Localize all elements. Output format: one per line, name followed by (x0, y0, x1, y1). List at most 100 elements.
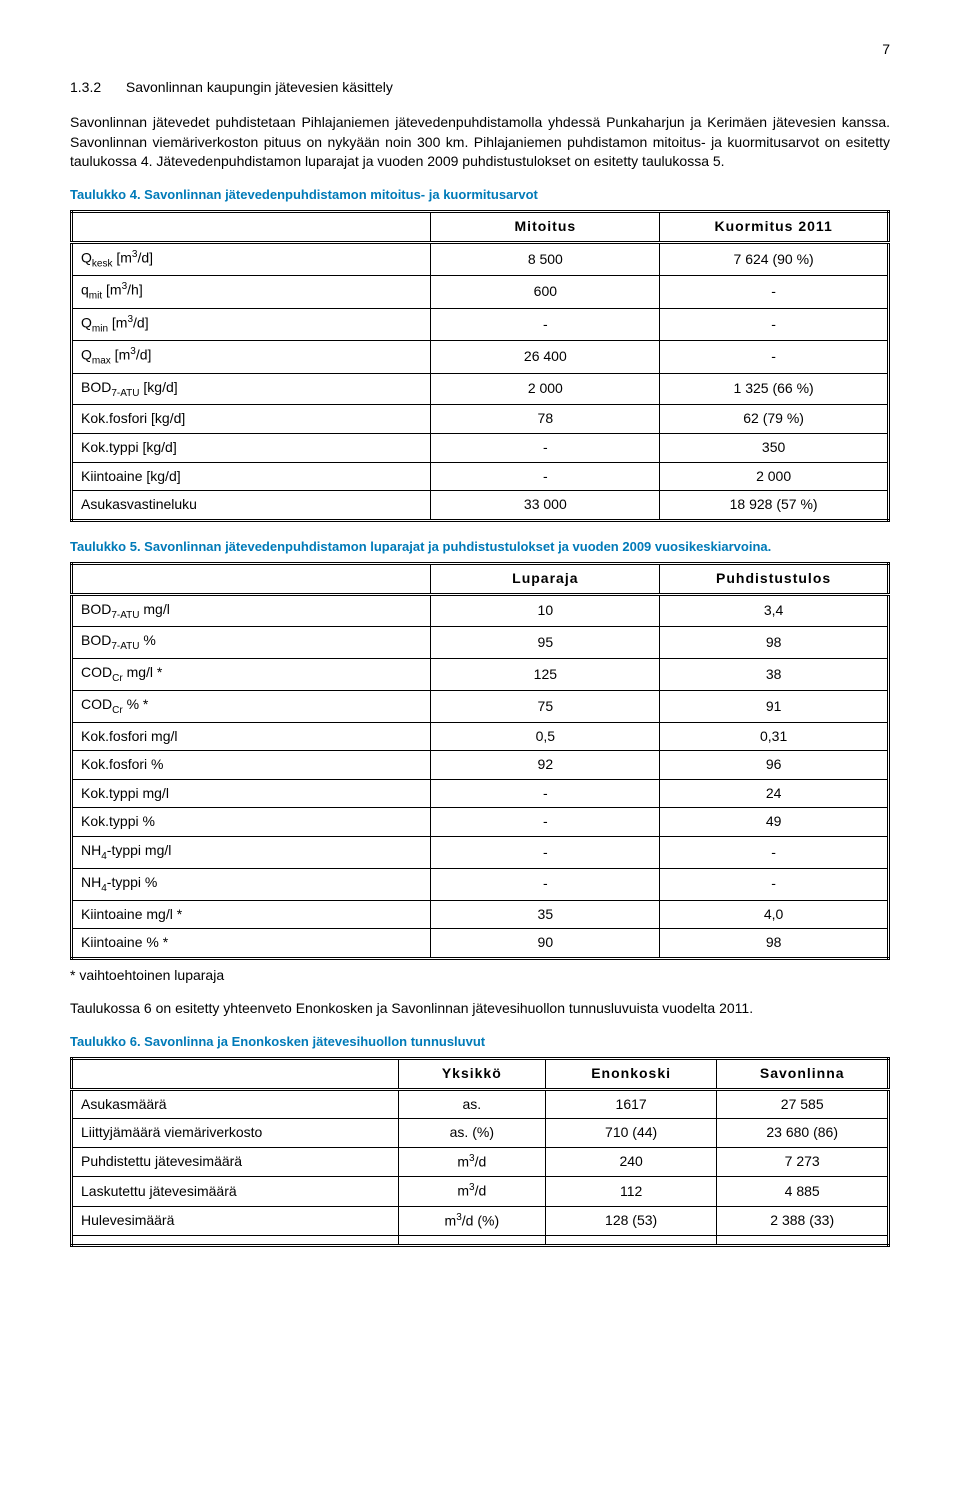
table4-cell-label: Qmax [m3/d] (72, 341, 431, 373)
table5-header-empty (72, 563, 431, 594)
table-row: BOD7-ATU %9598 (72, 627, 889, 659)
table4-cell-v2: 62 (79 %) (660, 405, 889, 434)
table-row: Kok.fosfori mg/l0,50,31 (72, 722, 889, 751)
table-row: Puhdistettu jätevesimääräm3/d2407 273 (72, 1148, 889, 1177)
table6-cell-v1 (545, 1235, 717, 1245)
table4-cell-v2: - (660, 276, 889, 308)
table5-cell-v2: - (660, 868, 889, 900)
table5-cell-label: BOD7-ATU mg/l (72, 594, 431, 627)
table6-cell-unit: m3/d (398, 1148, 545, 1177)
table4-cell-label: Kok.fosfori [kg/d] (72, 405, 431, 434)
table6-cell-v1: 1617 (545, 1089, 717, 1119)
table5-cell-label: Kok.fosfori % (72, 751, 431, 780)
table-row: Kok.typpi mg/l-24 (72, 779, 889, 808)
table5-cell-v2: 24 (660, 779, 889, 808)
table5-cell-v1: - (431, 808, 660, 837)
table-row: NH4-typpi %-- (72, 868, 889, 900)
table-row: NH4-typpi mg/l-- (72, 837, 889, 869)
table4-cell-v1: 78 (431, 405, 660, 434)
table4-cell-v1: 33 000 (431, 491, 660, 521)
table6-header-empty (72, 1059, 399, 1090)
table5-caption: Taulukko 5. Savonlinnan jätevedenpuhdist… (70, 538, 890, 556)
table6-header-yksikko: Yksikkö (398, 1059, 545, 1090)
table5-footnote: * vaihtoehtoinen luparaja (70, 966, 890, 986)
table5-header-luparaja: Luparaja (431, 563, 660, 594)
table6-cell-v2 (717, 1235, 889, 1245)
table5-cell-v2: - (660, 837, 889, 869)
table5-cell-v1: 35 (431, 900, 660, 929)
table-row: Hulevesimääräm3/d (%)128 (53)2 388 (33) (72, 1206, 889, 1235)
table4-cell-v2: 2 000 (660, 462, 889, 491)
table6-cell-label: Laskutettu jätevesimäärä (72, 1177, 399, 1206)
table6-cell-v2: 4 885 (717, 1177, 889, 1206)
table4-cell-v1: 8 500 (431, 242, 660, 275)
table6-cell-label: Asukasmäärä (72, 1089, 399, 1119)
table4-cell-label: Qmin [m3/d] (72, 308, 431, 340)
table6-cell-v2: 7 273 (717, 1148, 889, 1177)
page-number: 7 (70, 40, 890, 60)
table6-cell-v2: 2 388 (33) (717, 1206, 889, 1235)
table4-cell-v1: - (431, 308, 660, 340)
table4-cell-label: Kiintoaine [kg/d] (72, 462, 431, 491)
table6-header-savonlinna: Savonlinna (717, 1059, 889, 1090)
table5: Luparaja Puhdistustulos BOD7-ATU mg/l103… (70, 562, 890, 960)
table6-cell-v1: 128 (53) (545, 1206, 717, 1235)
table4-cell-v2: 18 928 (57 %) (660, 491, 889, 521)
table-row: Kok.typpi [kg/d]-350 (72, 433, 889, 462)
table4-cell-v2: - (660, 341, 889, 373)
table4-cell-v2: - (660, 308, 889, 340)
table-row: Asukasvastineluku33 00018 928 (57 %) (72, 491, 889, 521)
table5-cell-label: Kok.typpi % (72, 808, 431, 837)
table6-cell-unit: m3/d (398, 1177, 545, 1206)
table6-cell-v1: 240 (545, 1148, 717, 1177)
table5-cell-v2: 96 (660, 751, 889, 780)
table6-cell-label: Puhdistettu jätevesimäärä (72, 1148, 399, 1177)
table5-cell-v1: 0,5 (431, 722, 660, 751)
table5-cell-v1: 95 (431, 627, 660, 659)
table4-cell-label: Asukasvastineluku (72, 491, 431, 521)
table5-cell-v2: 3,4 (660, 594, 889, 627)
table6-cell-label: Hulevesimäärä (72, 1206, 399, 1235)
table-row: Kok.fosfori %9296 (72, 751, 889, 780)
table-row: Kiintoaine % *9098 (72, 929, 889, 959)
table-row: BOD7-ATU [kg/d]2 0001 325 (66 %) (72, 373, 889, 405)
table6: Yksikkö Enonkoski Savonlinna Asukasmäärä… (70, 1057, 890, 1247)
table5-cell-label: Kiintoaine % * (72, 929, 431, 959)
table4-cell-v2: 350 (660, 433, 889, 462)
table5-cell-v1: 75 (431, 690, 660, 722)
table4-cell-label: Kok.typpi [kg/d] (72, 433, 431, 462)
table6-cell-v1: 112 (545, 1177, 717, 1206)
table4-cell-v2: 1 325 (66 %) (660, 373, 889, 405)
section-heading: 1.3.2 Savonlinnan kaupungin jätevesien k… (70, 78, 890, 98)
table6-cell-v2: 23 680 (86) (717, 1119, 889, 1148)
table4-cell-label: qmit [m3/h] (72, 276, 431, 308)
table6-header-row: Yksikkö Enonkoski Savonlinna (72, 1059, 889, 1090)
table-row: CODCr % *7591 (72, 690, 889, 722)
heading-number: 1.3.2 (70, 78, 122, 98)
table5-cell-v2: 98 (660, 627, 889, 659)
table5-header-puhdistustulos: Puhdistustulos (660, 563, 889, 594)
table4-caption: Taulukko 4. Savonlinnan jätevedenpuhdist… (70, 186, 890, 204)
table5-cell-v2: 38 (660, 659, 889, 691)
table5-cell-v1: 10 (431, 594, 660, 627)
table6-cell-unit: m3/d (%) (398, 1206, 545, 1235)
table5-cell-v1: - (431, 868, 660, 900)
table5-cell-v2: 0,31 (660, 722, 889, 751)
table-row: Liittyjämäärä viemäriverkostoas. (%)710 … (72, 1119, 889, 1148)
table4-cell-v1: - (431, 433, 660, 462)
table-row: qmit [m3/h]600- (72, 276, 889, 308)
table-row: Kiintoaine [kg/d]-2 000 (72, 462, 889, 491)
table5-cell-v1: - (431, 779, 660, 808)
table-row: Asukasmääräas.161727 585 (72, 1089, 889, 1119)
table-row: Qmin [m3/d]-- (72, 308, 889, 340)
table6-cell-v2: 27 585 (717, 1089, 889, 1119)
table4-cell-v1: - (431, 462, 660, 491)
table5-cell-label: Kok.fosfori mg/l (72, 722, 431, 751)
table-row: Kok.typpi %-49 (72, 808, 889, 837)
table-row: CODCr mg/l *12538 (72, 659, 889, 691)
table4-cell-v1: 600 (431, 276, 660, 308)
table6-cell-label (72, 1235, 399, 1245)
table-row: BOD7-ATU mg/l103,4 (72, 594, 889, 627)
table5-cell-label: BOD7-ATU % (72, 627, 431, 659)
table5-cell-label: CODCr mg/l * (72, 659, 431, 691)
